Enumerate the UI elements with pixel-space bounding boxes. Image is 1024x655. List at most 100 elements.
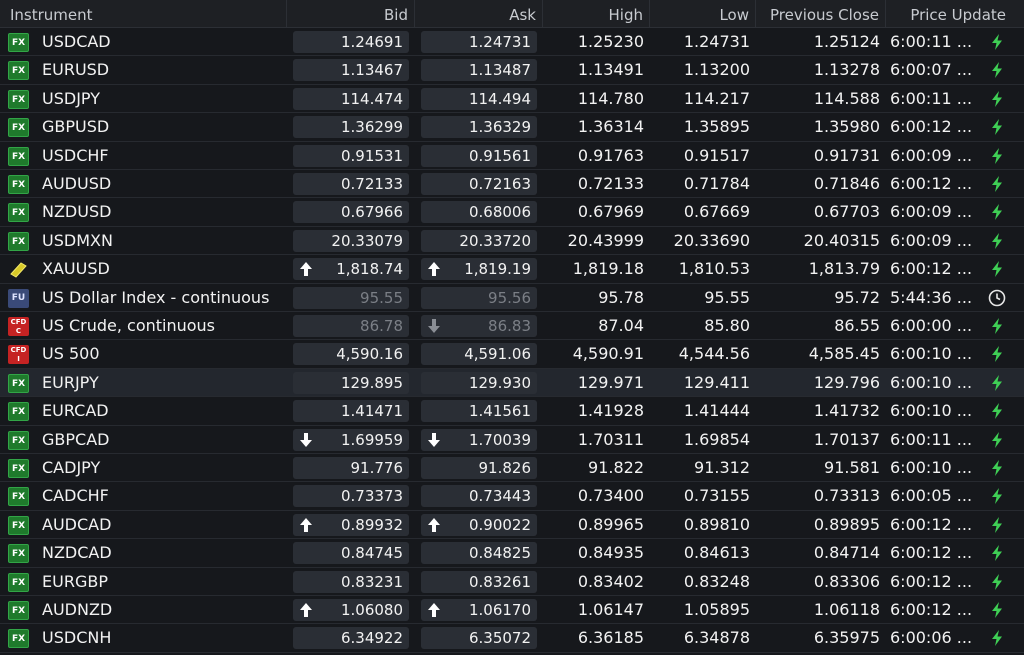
bid-price[interactable]: 0.67966 [293, 201, 409, 224]
table-row[interactable]: CFD I US 500 4,590.16 4,591.06 4,590.91 4,544.… [0, 340, 1024, 369]
instrument-name[interactable]: CADCHF [42, 486, 109, 506]
instrument-name[interactable]: CADJPY [42, 458, 101, 477]
ask-price[interactable]: 4,591.06 [421, 343, 537, 366]
ask-price[interactable]: 1.41561 [421, 400, 537, 423]
col-header-instrument[interactable]: Instrument [0, 0, 287, 28]
table-row[interactable]: FX AUDUSD 0.72133 0.72163 0.72133 0.71784 0.71… [0, 170, 1024, 199]
ask-price[interactable]: 91.826 [421, 457, 537, 479]
low-price: 114.217 [683, 88, 750, 108]
table-row[interactable]: FX NZDCAD 0.84745 0.84825 0.84935 0.84613 0.84… [0, 539, 1024, 568]
instrument-name[interactable]: AUDCAD [42, 514, 112, 534]
bid-price[interactable]: 0.83231 [293, 570, 409, 593]
bid-price[interactable]: 1.13467 [293, 59, 409, 82]
table-row[interactable]: FX CADCHF 0.73373 0.73443 0.73400 0.73155 0.73… [0, 482, 1024, 511]
bid-price[interactable]: 1.06080 [293, 599, 409, 621]
ask-price[interactable]: 0.83261 [421, 570, 537, 593]
instrument-name[interactable]: EURJPY [42, 372, 99, 392]
bid-price[interactable]: 0.89932 [293, 513, 409, 536]
table-row[interactable]: FX EURCAD 1.41471 1.41561 1.41928 1.41444 1.41… [0, 397, 1024, 426]
bid-price[interactable]: 1.36299 [293, 116, 409, 139]
futures-badge-icon: FU [8, 288, 29, 308]
col-header-high[interactable]: High [543, 0, 650, 28]
ask-price[interactable]: 1.24731 [421, 31, 537, 53]
ask-price[interactable]: 95.56 [421, 286, 537, 309]
bid-price[interactable]: 4,590.16 [293, 343, 409, 366]
table-row[interactable]: FX AUDNZD 1.06080 1.06170 1.06147 1.05895 1.06… [0, 596, 1024, 625]
instrument-name[interactable]: USDCHF [42, 145, 109, 165]
instrument-name[interactable]: USDCNH [42, 628, 112, 648]
instrument-name[interactable]: GBPCAD [42, 429, 110, 449]
instrument-name[interactable]: GBPUSD [42, 117, 110, 137]
bid-price[interactable]: 0.73373 [293, 485, 409, 508]
ask-price[interactable]: 1.36329 [421, 116, 537, 139]
instrument-name[interactable]: NZDUSD [42, 202, 112, 222]
ask-price[interactable]: 129.930 [421, 371, 537, 394]
instrument-name[interactable]: NZDCAD [42, 543, 112, 563]
col-header-low[interactable]: Low [650, 0, 756, 28]
ask-price[interactable]: 86.83 [421, 315, 537, 337]
bid-price[interactable]: 6.34922 [293, 627, 409, 650]
ask-price[interactable]: 1.13487 [421, 59, 537, 82]
instrument-name[interactable]: US Dollar Index - continuous [42, 287, 270, 307]
table-row[interactable]: FX GBPCAD 1.69959 1.70039 1.70311 1.69854 1.70… [0, 426, 1024, 454]
col-header-ask[interactable]: Ask [415, 0, 543, 28]
ask-price[interactable]: 114.494 [421, 87, 537, 110]
bid-price[interactable]: 1,818.74 [293, 258, 409, 281]
instrument-name[interactable]: USDCAD [42, 32, 111, 51]
bid-price[interactable]: 0.91531 [293, 144, 409, 167]
table-row[interactable]: XAUUSD 1,818.74 1,819.19 1,819.18 1,810.53 1,… [0, 255, 1024, 284]
instrument-name[interactable]: EURGBP [42, 571, 108, 591]
bid-price[interactable]: 91.776 [293, 457, 409, 479]
ask-price[interactable]: 1.70039 [421, 428, 537, 451]
bid-price[interactable]: 1.24691 [293, 31, 409, 53]
table-row[interactable]: FX EURGBP 0.83231 0.83261 0.83402 0.83248 0.83… [0, 568, 1024, 596]
col-header-previous-close[interactable]: Previous Close [756, 0, 886, 28]
low-price: 4,544.56 [678, 344, 750, 364]
instrument-name[interactable]: AUDUSD [42, 174, 112, 193]
ask-price[interactable]: 0.90022 [421, 513, 537, 536]
instrument-name[interactable]: US 500 [42, 344, 100, 364]
bid-price[interactable]: 1.69959 [293, 428, 409, 451]
bid-price[interactable]: 86.78 [293, 315, 409, 337]
bid-price[interactable]: 20.33079 [293, 229, 409, 252]
table-row[interactable]: CFD C US Crude, continuous 86.78 86.83 87.04 8… [0, 312, 1024, 341]
table-row[interactable]: FX USDCNH 6.34922 6.35072 6.36185 6.34878 6.35… [0, 624, 1024, 653]
table-row[interactable]: FX EURUSD 1.13467 1.13487 1.13491 1.13200 1.13… [0, 56, 1024, 85]
col-header-price-update[interactable]: Price Update [910, 6, 1006, 24]
instrument-name[interactable]: USDJPY [42, 88, 100, 108]
ask-price[interactable]: 1.06170 [421, 599, 537, 621]
lightning-icon [988, 516, 1006, 534]
table-row[interactable]: FX AUDCAD 0.89932 0.90022 0.89965 0.89810 0.89… [0, 511, 1024, 540]
instrument-name[interactable]: AUDNZD [42, 600, 113, 619]
bid-price[interactable]: 114.474 [293, 87, 409, 110]
table-row[interactable]: FX GBPUSD 1.36299 1.36329 1.36314 1.35895 1.35… [0, 113, 1024, 142]
col-header-bid[interactable]: Bid [287, 0, 415, 28]
bid-price[interactable]: 95.55 [293, 286, 409, 309]
up-arrow-icon [427, 261, 441, 277]
instrument-name[interactable]: EURCAD [42, 401, 109, 421]
bid-price[interactable]: 129.895 [293, 371, 409, 394]
ask-price[interactable]: 0.84825 [421, 542, 537, 565]
ask-price[interactable]: 0.72163 [421, 173, 537, 195]
table-row[interactable]: FX USDCHF 0.91531 0.91561 0.91763 0.91517 0.91… [0, 142, 1024, 170]
ask-price[interactable]: 0.68006 [421, 201, 537, 224]
bid-price[interactable]: 0.84745 [293, 542, 409, 565]
ask-price[interactable]: 6.35072 [421, 627, 537, 650]
table-row[interactable]: FX USDCAD 1.24691 1.24731 1.25230 1.24731 1.25… [0, 28, 1024, 57]
table-row[interactable]: FX USDMXN 20.33079 20.33720 20.43999 20.33690… [0, 227, 1024, 256]
ask-price[interactable]: 1,819.19 [421, 258, 537, 281]
bid-price[interactable]: 1.41471 [293, 400, 409, 423]
table-row[interactable]: FX EURJPY 129.895 129.930 129.971 129.411 129.… [0, 368, 1024, 398]
ask-price[interactable]: 20.33720 [421, 229, 537, 252]
instrument-name[interactable]: US Crude, continuous [42, 316, 216, 335]
table-row[interactable]: FX NZDUSD 0.67966 0.68006 0.67969 0.67669 0.67… [0, 198, 1024, 227]
bid-price[interactable]: 0.72133 [293, 173, 409, 195]
table-row[interactable]: FU US Dollar Index - continuous 95.55 95.56… [0, 284, 1024, 312]
ask-price[interactable]: 0.91561 [421, 144, 537, 167]
table-row[interactable]: FX USDJPY 114.474 114.494 114.780 114.217 114.… [0, 85, 1024, 114]
instrument-name[interactable]: XAUUSD [42, 259, 110, 279]
instrument-name[interactable]: EURUSD [42, 60, 110, 80]
instrument-name[interactable]: USDMXN [42, 230, 113, 250]
table-row[interactable]: FX CADJPY 91.776 91.826 91.822 91.312 91.581 6:… [0, 454, 1024, 483]
ask-price[interactable]: 0.73443 [421, 485, 537, 508]
